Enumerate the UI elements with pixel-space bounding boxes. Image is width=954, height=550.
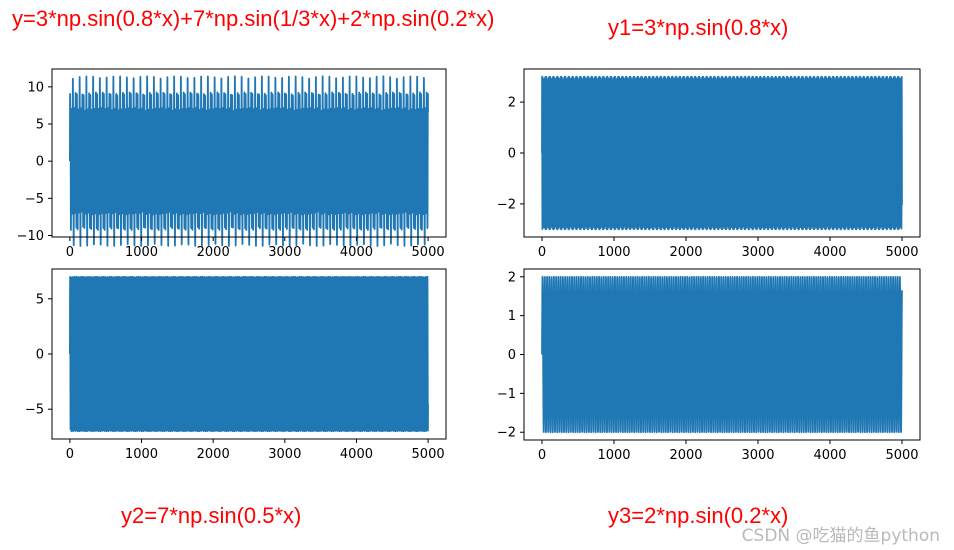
y2-x-tick-label: 2000 bbox=[197, 447, 230, 462]
combined-x-tick-label: 4000 bbox=[340, 245, 373, 260]
y3-y-tick-label: 0 bbox=[508, 348, 516, 363]
y3-y-tick-label: 1 bbox=[508, 309, 516, 324]
y1-formula-caption: y1=3*np.sin(0.8*x) bbox=[608, 15, 789, 40]
y1-x-tick-label: 3000 bbox=[741, 245, 774, 260]
y1-series-line bbox=[541, 75, 903, 231]
y1-x-tick-label: 0 bbox=[538, 245, 546, 260]
watermark: CSDN @吃猫的鱼python bbox=[741, 526, 940, 546]
y1-x-tick-label: 4000 bbox=[813, 245, 846, 260]
y3-y-tick-label: −1 bbox=[497, 387, 516, 402]
y1-y-tick-label: −2 bbox=[497, 197, 516, 212]
y3-series-line bbox=[541, 275, 903, 434]
y2-series-line bbox=[69, 275, 429, 433]
y2-x-tick-label: 5000 bbox=[412, 447, 445, 462]
y3-y-tick-label: −2 bbox=[497, 426, 516, 441]
y2-subplot: 0 1000 2000 3000 4000 5000 −5 0 5 bbox=[25, 268, 447, 462]
combined-formula-caption: y=3*np.sin(0.8*x)+7*np.sin(1/3*x)+2*np.s… bbox=[12, 6, 495, 31]
combined-x-tick-label: 0 bbox=[66, 245, 74, 260]
y2-y-tick-label: −5 bbox=[25, 403, 44, 418]
combined-axes-frame bbox=[51, 68, 447, 238]
y1-y-tick-label: 2 bbox=[508, 96, 516, 111]
combined-x-tick-label: 5000 bbox=[412, 245, 445, 260]
y3-x-tick-label: 5000 bbox=[885, 448, 918, 463]
combined-y-tick-label: −10 bbox=[17, 229, 44, 244]
combined-x-tick-label: 1000 bbox=[125, 245, 158, 260]
y2-x-tick-label: 4000 bbox=[340, 447, 373, 462]
y1-y-tick-label: 0 bbox=[508, 147, 516, 162]
combined-y-tick-label: 0 bbox=[36, 155, 44, 170]
y3-x-tick-label: 3000 bbox=[741, 448, 774, 463]
y2-x-tick-label: 1000 bbox=[125, 447, 158, 462]
combined-y-tick-label: 10 bbox=[27, 80, 44, 95]
y2-y-tick-label: 5 bbox=[36, 292, 44, 307]
combined-y-tick-label: −5 bbox=[25, 192, 44, 207]
y1-x-tick-label: 1000 bbox=[597, 245, 630, 260]
combined-x-tick-label: 2000 bbox=[197, 245, 230, 260]
y3-formula-caption: y3=2*np.sin(0.2*x) bbox=[608, 503, 789, 528]
combined-x-tick-label: 3000 bbox=[268, 245, 301, 260]
y2-formula-caption: y2=7*np.sin(0.5*x) bbox=[121, 503, 302, 528]
y1-x-tick-label: 5000 bbox=[885, 245, 918, 260]
y3-y-tick-label: 2 bbox=[508, 270, 516, 285]
y2-x-tick-label: 3000 bbox=[268, 447, 301, 462]
y3-subplot: 0 1000 2000 3000 4000 5000 −2 −1 0 1 2 bbox=[497, 268, 921, 463]
y1-subplot: 0 1000 2000 3000 4000 5000 −2 0 2 bbox=[497, 68, 921, 260]
y3-x-tick-label: 0 bbox=[538, 448, 546, 463]
combined-subplot: 0 1000 2000 3000 4000 5000 −10 −5 0 5 10 bbox=[17, 68, 447, 260]
y2-y-tick-label: 0 bbox=[36, 348, 44, 363]
y3-x-tick-label: 2000 bbox=[669, 448, 702, 463]
y3-x-tick-label: 1000 bbox=[597, 448, 630, 463]
combined-y-tick-label: 5 bbox=[36, 118, 44, 133]
y3-x-tick-label: 4000 bbox=[813, 448, 846, 463]
y1-x-tick-label: 2000 bbox=[669, 245, 702, 260]
combined-series-line bbox=[69, 75, 429, 247]
y2-x-tick-label: 0 bbox=[66, 447, 74, 462]
